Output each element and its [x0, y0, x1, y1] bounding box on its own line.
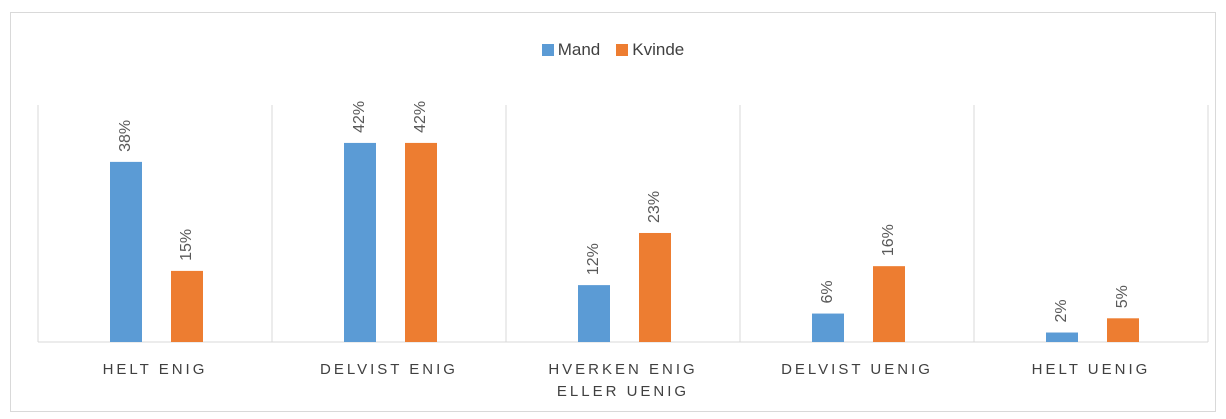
x-tick-label: DELVIST ENIG — [320, 361, 458, 378]
bar — [639, 232, 671, 342]
x-tick-label: HELT ENIG — [102, 361, 208, 378]
legend-swatch — [541, 44, 554, 56]
legend-item: Mand — [541, 40, 601, 60]
data-label: 15% — [178, 229, 195, 261]
data-label: 23% — [646, 191, 663, 223]
data-label: 42% — [412, 101, 429, 133]
bar — [405, 142, 437, 342]
data-label: 16% — [880, 224, 897, 256]
bar — [171, 270, 203, 342]
data-label: 38% — [117, 120, 134, 152]
legend-label: Kvinde — [632, 40, 685, 59]
x-tick-label: HVERKEN ENIG ELLER UENIG — [548, 361, 698, 400]
x-tick-label: DELVIST UENIG — [781, 361, 933, 378]
data-label: 12% — [585, 243, 602, 275]
data-label: 2% — [1053, 299, 1070, 322]
chart-frame — [10, 12, 1216, 412]
legend-item: Kvinde — [616, 40, 684, 60]
legend: Mand Kvinde — [0, 40, 1226, 60]
bar — [812, 313, 844, 342]
data-label: 42% — [351, 101, 368, 133]
legend-swatch — [616, 44, 629, 56]
bar — [578, 285, 610, 342]
bar — [1107, 318, 1139, 342]
legend-label: Mand — [557, 40, 601, 59]
bar — [344, 142, 376, 342]
bar — [110, 161, 142, 342]
bar — [873, 266, 905, 342]
x-tick-label: HELT UENIG — [1031, 361, 1151, 378]
bar — [1046, 332, 1078, 342]
data-label: 6% — [819, 280, 836, 303]
data-label: 5% — [1114, 285, 1131, 308]
